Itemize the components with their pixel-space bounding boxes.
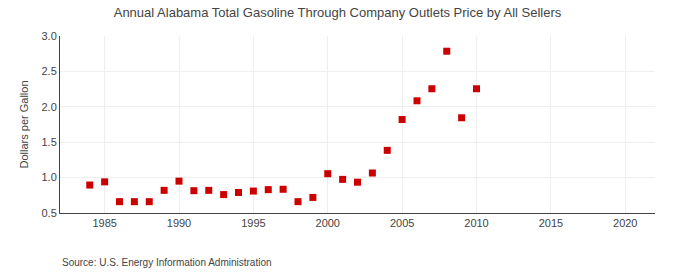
svg-text:2.0: 2.0 bbox=[42, 101, 57, 113]
svg-text:2015: 2015 bbox=[539, 217, 563, 229]
svg-text:Source: U.S. Energy Informatio: Source: U.S. Energy Information Administ… bbox=[62, 257, 272, 268]
svg-text:2000: 2000 bbox=[316, 217, 340, 229]
svg-text:2.5: 2.5 bbox=[42, 65, 57, 77]
svg-text:Dollars per Gallon: Dollars per Gallon bbox=[18, 80, 30, 168]
svg-text:1985: 1985 bbox=[92, 217, 116, 229]
svg-text:2020: 2020 bbox=[613, 217, 637, 229]
svg-text:2005: 2005 bbox=[390, 217, 414, 229]
svg-text:0.5: 0.5 bbox=[42, 207, 57, 219]
svg-text:3.0: 3.0 bbox=[42, 30, 57, 42]
svg-text:Annual Alabama Total Gasoline: Annual Alabama Total Gasoline Through Co… bbox=[114, 5, 562, 20]
svg-text:1995: 1995 bbox=[241, 217, 265, 229]
svg-text:1990: 1990 bbox=[167, 217, 191, 229]
svg-text:2010: 2010 bbox=[464, 217, 488, 229]
svg-text:1.0: 1.0 bbox=[42, 171, 57, 183]
svg-text:1.5: 1.5 bbox=[42, 136, 57, 148]
